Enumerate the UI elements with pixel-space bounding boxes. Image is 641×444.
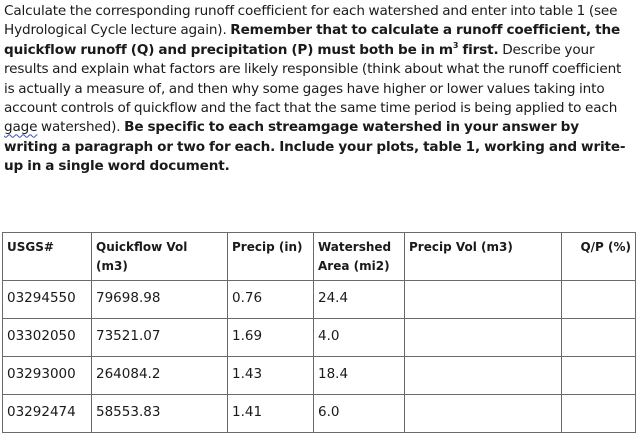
cell-usgs[interactable]: 03294550 bbox=[2, 280, 92, 319]
cell-q-over-p[interactable] bbox=[561, 318, 636, 357]
cell-precip-in[interactable]: 1.43 bbox=[227, 356, 314, 395]
cell-q-over-p[interactable] bbox=[561, 280, 636, 319]
cell-quickflow-vol[interactable]: 58553.83 bbox=[91, 394, 228, 433]
instruction-bold-specific: Be specific to each streamgage watershed… bbox=[4, 119, 626, 175]
header-precip-in[interactable]: Precip (in) bbox=[227, 232, 314, 281]
header-quickflow-vol[interactable]: Quickflow Vol (m3) bbox=[91, 232, 228, 281]
header-q-over-p[interactable]: Q/P (%) bbox=[561, 232, 636, 281]
table-header-row: USGS# Quickflow Vol (m3) Precip (in) Wat… bbox=[2, 232, 636, 281]
cell-precip-vol[interactable] bbox=[404, 280, 562, 319]
cell-q-over-p[interactable] bbox=[561, 356, 636, 395]
cell-quickflow-vol[interactable]: 79698.98 bbox=[91, 280, 228, 319]
cell-precip-vol[interactable] bbox=[404, 318, 562, 357]
header-watershed-area[interactable]: Watershed Area (mi2) bbox=[313, 232, 405, 281]
table-row: 03294550 79698.98 0.76 24.4 bbox=[2, 280, 636, 319]
cell-precip-in[interactable]: 1.69 bbox=[227, 318, 314, 357]
cell-watershed-area[interactable]: 6.0 bbox=[313, 394, 405, 433]
cubic-superscript: 3 bbox=[452, 40, 459, 50]
cell-q-over-p[interactable] bbox=[561, 394, 636, 433]
cell-precip-vol[interactable] bbox=[404, 356, 562, 395]
instructions-text: Calculate the corresponding runoff coeff… bbox=[4, 2, 634, 177]
cell-quickflow-vol[interactable]: 73521.07 bbox=[91, 318, 228, 357]
cell-usgs[interactable]: 03293000 bbox=[2, 356, 92, 395]
instruction-describe: Describe your results and explain what f… bbox=[4, 41, 622, 117]
cell-usgs[interactable]: 03302050 bbox=[2, 318, 92, 357]
cell-watershed-area[interactable]: 24.4 bbox=[313, 280, 405, 319]
cell-watershed-area[interactable]: 4.0 bbox=[313, 318, 405, 357]
table-row: 03293000 264084.2 1.43 18.4 bbox=[2, 356, 636, 395]
cell-precip-in[interactable]: 0.76 bbox=[227, 280, 314, 319]
runoff-table: USGS# Quickflow Vol (m3) Precip (in) Wat… bbox=[2, 232, 636, 433]
instruction-watershed: watershed). bbox=[37, 119, 125, 136]
cell-precip-in[interactable]: 1.41 bbox=[227, 394, 314, 433]
header-precip-vol[interactable]: Precip Vol (m3) bbox=[404, 232, 562, 281]
instruction-bold-units: Remember that to calculate a runoff coef… bbox=[4, 22, 621, 58]
table-row: 03292474 58553.83 1.41 6.0 bbox=[2, 394, 636, 433]
header-usgs[interactable]: USGS# bbox=[2, 232, 92, 281]
cell-quickflow-vol[interactable]: 264084.2 bbox=[91, 356, 228, 395]
cell-watershed-area[interactable]: 18.4 bbox=[313, 356, 405, 395]
cell-precip-vol[interactable] bbox=[404, 394, 562, 433]
instruction-intro: Calculate the corresponding runoff coeff… bbox=[4, 3, 618, 39]
cell-usgs[interactable]: 03292474 bbox=[2, 394, 92, 433]
spellcheck-word[interactable]: gage bbox=[4, 119, 38, 136]
table-row: 03302050 73521.07 1.69 4.0 bbox=[2, 318, 636, 357]
